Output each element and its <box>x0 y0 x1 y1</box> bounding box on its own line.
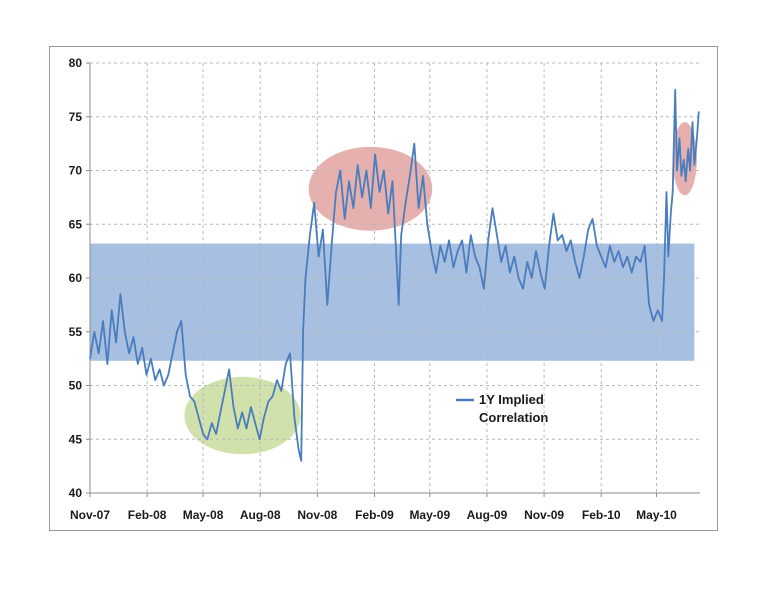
y-tick-label: 70 <box>69 164 83 178</box>
line-chart: 40 45 50 55 60 65 70 75 80 Nov-07 Feb-08 May-08 Aug-… <box>69 56 700 522</box>
x-tick-label: Aug-09 <box>467 508 508 522</box>
highlight-shapes <box>90 122 697 455</box>
y-tick-label: 45 <box>69 432 83 446</box>
y-tick-label: 75 <box>69 110 83 124</box>
chart-frame: 40 45 50 55 60 65 70 75 80 Nov-07 Feb-08 May-08 Aug-… <box>49 46 718 531</box>
legend-label-line-1: 1Y Implied <box>479 392 544 407</box>
series-line-1y-implied-correlation <box>89 89 700 462</box>
x-tick-label: Feb-10 <box>582 508 621 522</box>
x-tick-label: Nov-09 <box>524 508 564 522</box>
x-tick-label: Aug-08 <box>240 508 281 522</box>
y-tick-label: 55 <box>69 325 83 339</box>
series-lines <box>89 89 700 462</box>
x-tick-label: Feb-08 <box>128 508 167 522</box>
y-tick-label: 50 <box>69 379 83 393</box>
x-tick-label: Nov-08 <box>297 508 337 522</box>
x-tick-label: May-10 <box>636 508 677 522</box>
x-tick-label: May-09 <box>409 508 450 522</box>
x-tick-label: Feb-09 <box>355 508 394 522</box>
axes: 40 45 50 55 60 65 70 75 80 Nov-07 Feb-08 May-08 Aug-… <box>69 56 700 522</box>
x-tick-label: May-08 <box>183 508 224 522</box>
legend: 1Y Implied Correlation <box>456 392 548 425</box>
y-tick-label: 60 <box>69 271 83 285</box>
x-tick-label: Nov-07 <box>70 508 110 522</box>
y-tick-label: 65 <box>69 217 83 231</box>
y-tick-label: 80 <box>69 56 83 70</box>
highlight-band <box>90 243 695 361</box>
highlight-ellipse-2 <box>308 146 433 231</box>
legend-label-line-2: Correlation <box>479 410 548 425</box>
y-tick-label: 40 <box>69 486 83 500</box>
